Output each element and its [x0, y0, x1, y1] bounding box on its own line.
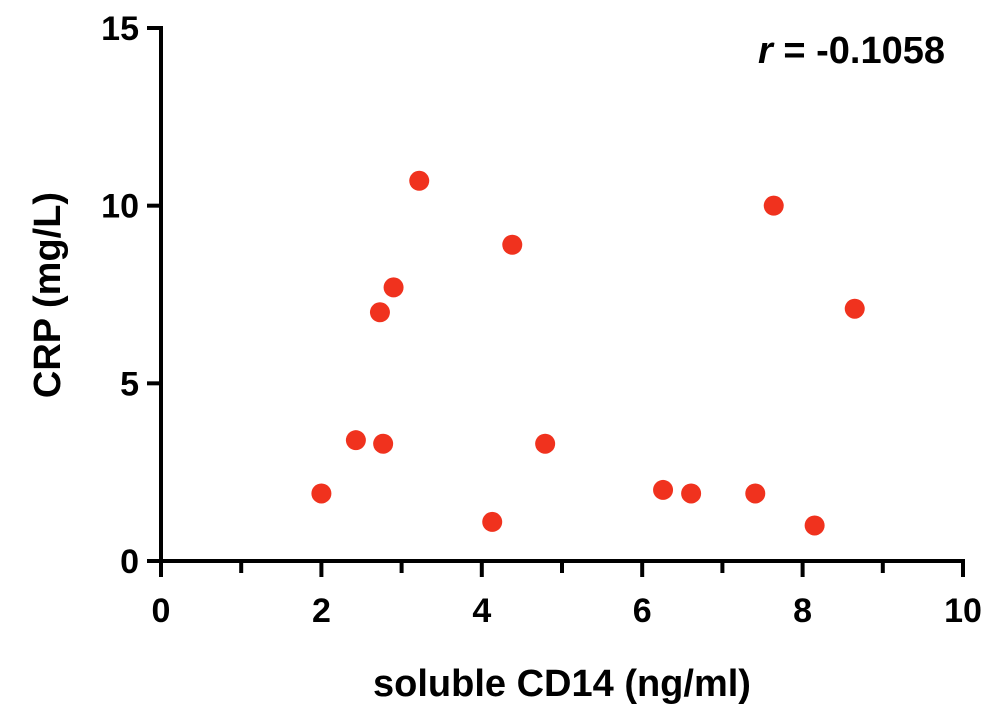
x-axis-ticks: 0 2 4 6 8 10 — [152, 561, 982, 630]
y-axis-title: CRP (mg/L) — [27, 192, 69, 398]
x-tick-label: 8 — [793, 592, 812, 630]
data-point — [502, 234, 523, 255]
data-point — [653, 479, 674, 500]
data-point — [681, 483, 702, 504]
x-tick-label: 6 — [633, 592, 652, 630]
y-axis-ticks: 0 5 10 15 — [101, 10, 161, 581]
y-tick-label: 10 — [101, 188, 139, 226]
data-point — [311, 483, 332, 504]
data-point — [345, 430, 366, 451]
x-tick-label: 2 — [312, 592, 331, 630]
data-point — [482, 511, 503, 532]
data-point — [373, 433, 394, 454]
x-tick-label: 4 — [472, 592, 491, 630]
correlation-equals: = — [773, 30, 816, 72]
data-point — [383, 277, 404, 298]
y-tick-label: 15 — [101, 10, 139, 48]
data-point — [409, 170, 430, 191]
y-tick-label: 5 — [120, 365, 139, 403]
correlation-symbol: r — [758, 30, 775, 72]
data-point — [369, 302, 390, 323]
x-axis-title: soluble CD14 (ng/ml) — [373, 663, 751, 705]
y-tick-label: 0 — [120, 543, 139, 581]
x-tick-label: 10 — [944, 592, 982, 630]
correlation-annotation: r = -0.1058 — [758, 30, 945, 72]
x-tick-label: 0 — [152, 592, 171, 630]
data-point — [844, 298, 865, 319]
data-points — [311, 170, 865, 536]
data-point — [745, 483, 766, 504]
data-point — [763, 195, 784, 216]
data-point — [535, 433, 556, 454]
data-point — [804, 515, 825, 536]
correlation-value: -0.1058 — [816, 30, 945, 72]
